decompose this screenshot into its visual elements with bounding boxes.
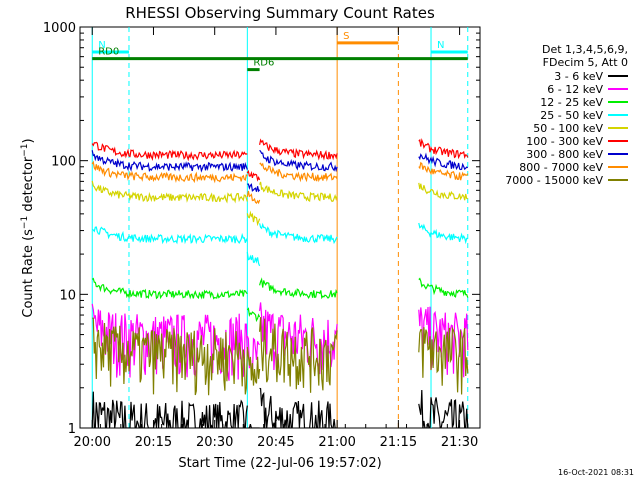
- x-axis-ticks: 20:00 20:15 20:30 20:45 21:00 21:15 21:30: [74, 27, 478, 450]
- x-tick-label: 20:30: [196, 435, 233, 450]
- legend-label: 12 - 25 keV: [540, 96, 603, 109]
- chart-title: RHESSI Observing Summary Count Rates: [125, 4, 435, 22]
- x-tick-label: 20:00: [74, 435, 111, 450]
- plot-frame: [79, 26, 481, 429]
- y-axis-ticks: 1 10 100 1000: [43, 21, 480, 437]
- x-tick-label: 21:30: [441, 435, 478, 450]
- x-tick-label: 21:15: [380, 435, 417, 450]
- legend-label: 800 - 7000 keV: [519, 161, 603, 174]
- legend: Det 1,3,4,5,6,9, FDecim 5, Att 0 3 - 6 k…: [505, 43, 628, 187]
- legend-label: 6 - 12 keV: [547, 83, 603, 96]
- y-tick-label: 1: [68, 422, 76, 437]
- annotation-label: N: [437, 40, 444, 51]
- series-line-7: [91, 160, 469, 205]
- plot-area: N N S RD0 RD6: [79, 26, 481, 429]
- y-axis-label: Count Rate (s−1 detector−1): [20, 138, 36, 317]
- series-line-1: [91, 302, 469, 381]
- series-line-0: [91, 387, 469, 428]
- timestamp: 16-Oct-2021 08:31: [558, 468, 634, 477]
- legend-label: 3 - 6 keV: [554, 70, 603, 83]
- y-tick-label: 10: [59, 288, 76, 303]
- series-line-5: [91, 138, 469, 182]
- annotation-label: RD0: [98, 47, 119, 58]
- series-line-3: [91, 222, 468, 267]
- annotation-label: RD6: [253, 58, 274, 69]
- series-line-4: [91, 180, 468, 227]
- legend-label: 100 - 300 keV: [526, 135, 603, 148]
- legend-header-line-2: FDecim 5, Att 0: [543, 56, 628, 69]
- x-axis-label: Start Time (22-Jul-06 19:57:02): [178, 456, 381, 471]
- annotation-label: S: [343, 31, 349, 42]
- series-line-6: [91, 149, 469, 193]
- legend-label: 7000 - 15000 keV: [505, 174, 603, 187]
- legend-header-line-1: Det 1,3,4,5,6,9,: [542, 43, 628, 56]
- legend-label: 25 - 50 keV: [540, 109, 603, 122]
- x-tick-label: 20:15: [135, 435, 172, 450]
- annotation-label: N: [98, 40, 105, 51]
- legend-label: 50 - 100 keV: [533, 122, 603, 135]
- y-tick-label: 1000: [43, 21, 76, 36]
- x-tick-label: 20:45: [257, 435, 294, 450]
- series-line-8: [92, 317, 469, 396]
- series-line-2: [91, 277, 469, 323]
- legend-label: 300 - 800 keV: [526, 148, 603, 161]
- x-tick-label: 21:00: [318, 435, 355, 450]
- y-tick-label: 100: [51, 155, 76, 170]
